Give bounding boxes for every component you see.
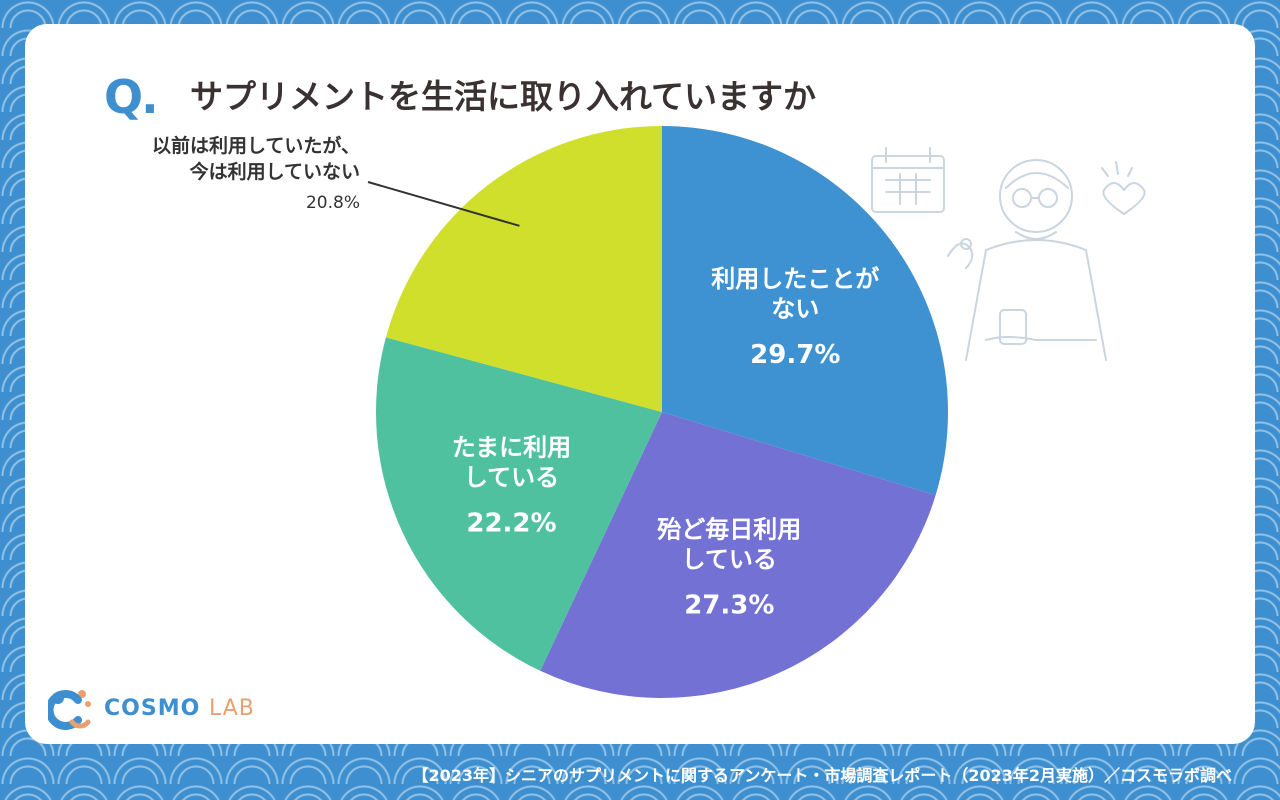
slice-category-text: たまに利用 <box>452 434 571 462</box>
slice-label-used-before: 以前は利用していたが、今は利用していない 20.8% <box>152 134 360 213</box>
question-title: サプリメントを生活に取り入れていますか <box>190 77 817 116</box>
slice-category-text: 利用したことが <box>711 265 879 293</box>
source-footnote: 【2023年】シニアのサプリメントに関するアンケート・市場調査レポート（2023… <box>412 766 1232 785</box>
pie-slice-almost-daily <box>540 412 936 698</box>
leader-line <box>367 181 520 227</box>
slice-value-text: 29.7% <box>750 340 840 370</box>
logo-text-lab: LAB <box>208 695 255 721</box>
slice-value-text: 22.2% <box>466 509 556 539</box>
slice-category-text: ない <box>771 295 819 323</box>
pie-slice-sometimes <box>375 337 662 671</box>
cosmo-lab-logo-icon <box>48 690 91 730</box>
question-mark: Q. <box>104 70 159 124</box>
pie-slice-never-used <box>662 126 948 496</box>
senior-illustration <box>871 147 1146 361</box>
pie-slice-used-before <box>385 126 662 412</box>
slice-category-text: 今は利用していない <box>189 160 360 183</box>
slice-value-text: 20.8% <box>306 193 360 213</box>
slice-category-text: 以前は利用していたが、 <box>152 134 360 157</box>
slice-category-text: 殆ど毎日利用 <box>657 516 801 544</box>
logo: COSMO LAB <box>48 686 255 730</box>
slice-value-text: 27.3% <box>684 591 774 621</box>
logo-text: COSMO LAB <box>104 696 255 721</box>
slice-category-text: している <box>464 464 559 492</box>
logo-text-cosmo: COSMO <box>104 695 201 721</box>
slice-category-text: している <box>682 546 777 574</box>
